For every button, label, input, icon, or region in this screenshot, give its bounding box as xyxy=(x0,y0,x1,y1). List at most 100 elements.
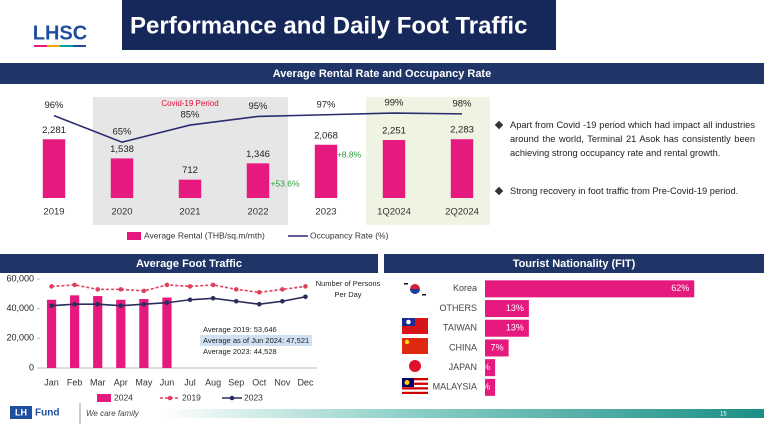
bar-value-label: 1,346 xyxy=(246,149,270,160)
bar-value-label: 2,251 xyxy=(382,126,406,137)
x-tick-label: Dec xyxy=(297,377,314,387)
line xyxy=(51,284,306,294)
point xyxy=(164,282,170,288)
bar xyxy=(110,158,134,198)
point xyxy=(95,301,101,307)
average-box: Average 2019: 53,646 Average as of Jun 2… xyxy=(200,324,313,357)
bar-value-label: 62% xyxy=(671,283,689,293)
section-bar xyxy=(0,63,764,84)
x-tick-label: May xyxy=(135,377,153,387)
x-tick-label: Jul xyxy=(184,377,196,387)
point xyxy=(72,282,77,288)
bar-value-label: 2,281 xyxy=(42,125,66,136)
point xyxy=(280,298,285,304)
x-tick-label: Feb xyxy=(67,377,83,387)
point xyxy=(210,282,216,288)
logo-stripe xyxy=(60,45,73,47)
bar xyxy=(246,163,270,198)
bullet-text: Apart from Covid -19 period which had im… xyxy=(510,120,755,158)
point xyxy=(95,287,101,292)
point xyxy=(233,287,239,292)
footer-logo: LH xyxy=(15,407,27,417)
bar xyxy=(485,359,496,377)
line-value-label: 98% xyxy=(452,98,472,109)
section-bar xyxy=(0,254,378,273)
line-value-label: 96% xyxy=(44,100,64,111)
logo: LHSC xyxy=(33,22,87,44)
x-tick-label: 2023 xyxy=(315,207,336,218)
point xyxy=(303,294,308,300)
category-label: TAIWAN xyxy=(443,323,477,333)
point xyxy=(72,301,77,307)
bar xyxy=(485,300,529,318)
flag-malaysia xyxy=(402,378,428,394)
bar-value-label: 712 xyxy=(182,165,198,176)
line-value-label: 85% xyxy=(180,110,200,121)
annotation: Number of Persons Per Day xyxy=(315,279,381,299)
logo-stripe xyxy=(47,45,60,47)
bar xyxy=(314,144,338,198)
line xyxy=(53,112,463,144)
bar-value-label: 13% xyxy=(506,303,524,313)
bar-value-label: 3% xyxy=(477,382,490,392)
point xyxy=(233,298,239,304)
footer-slogan: We care family xyxy=(86,409,140,418)
bar xyxy=(93,296,103,368)
legend-label: 2019 xyxy=(182,392,201,402)
flag-china xyxy=(402,338,428,354)
point xyxy=(210,295,216,301)
annotation: +8.8% xyxy=(337,149,362,159)
x-tick-label: Aug xyxy=(205,377,221,387)
x-tick-label: Jun xyxy=(160,377,175,387)
bar xyxy=(116,299,126,368)
page-number: 15 xyxy=(720,412,727,418)
annotation: Average 2023: 44,528 xyxy=(203,347,277,356)
legend-label: Occupancy Rate (%) xyxy=(310,230,389,240)
point xyxy=(118,287,124,292)
legend-marker xyxy=(167,395,173,401)
point xyxy=(303,284,308,289)
bullet-text: Strong recovery in foot traffic from Pre… xyxy=(510,186,739,196)
section-bar xyxy=(384,254,764,273)
point xyxy=(187,297,193,303)
bar xyxy=(485,280,695,298)
bar xyxy=(178,179,202,198)
bar xyxy=(485,378,496,396)
x-tick-label: Oct xyxy=(252,377,267,387)
slide-title: Performance and Daily Foot Traffic xyxy=(130,12,527,39)
point xyxy=(280,287,285,292)
legend-swatch xyxy=(127,232,141,240)
line-value-label: 99% xyxy=(384,98,404,109)
line xyxy=(51,296,306,307)
bar-value-label: 7% xyxy=(491,342,504,352)
section-title: Average Rental Rate and Occupancy Rate xyxy=(273,68,491,80)
legend-label: 2024 xyxy=(114,392,133,402)
category-label: JAPAN xyxy=(449,362,477,372)
bar xyxy=(46,299,57,368)
section-title: Average Foot Traffic xyxy=(136,258,242,270)
footer-logo-text: Fund xyxy=(35,408,59,419)
point xyxy=(164,300,170,306)
x-tick-label: Nov xyxy=(274,377,291,387)
flag-japan xyxy=(409,360,421,372)
legend-label: Average Rental (THB/sq.m/mth) xyxy=(144,230,265,240)
point xyxy=(256,290,262,295)
footer-logo-box xyxy=(10,406,32,419)
annotation: Average as of Jun 2024: 47,521 xyxy=(200,335,313,346)
logo-stripe xyxy=(34,45,47,47)
x-tick-label: 1Q2024 xyxy=(377,207,411,218)
x-tick-label: Sep xyxy=(228,377,244,387)
x-tick-label: 2022 xyxy=(247,207,268,218)
bar xyxy=(450,139,474,198)
y-tick-label: 60,000 xyxy=(6,273,34,283)
point xyxy=(141,288,147,294)
point xyxy=(118,303,124,309)
line-value-label: 95% xyxy=(248,101,268,112)
title-banner xyxy=(122,0,556,50)
y-tick-label: 0 xyxy=(29,362,34,372)
bar xyxy=(382,140,406,198)
x-tick-label: 2020 xyxy=(111,207,132,218)
flag-taiwan xyxy=(402,318,428,334)
